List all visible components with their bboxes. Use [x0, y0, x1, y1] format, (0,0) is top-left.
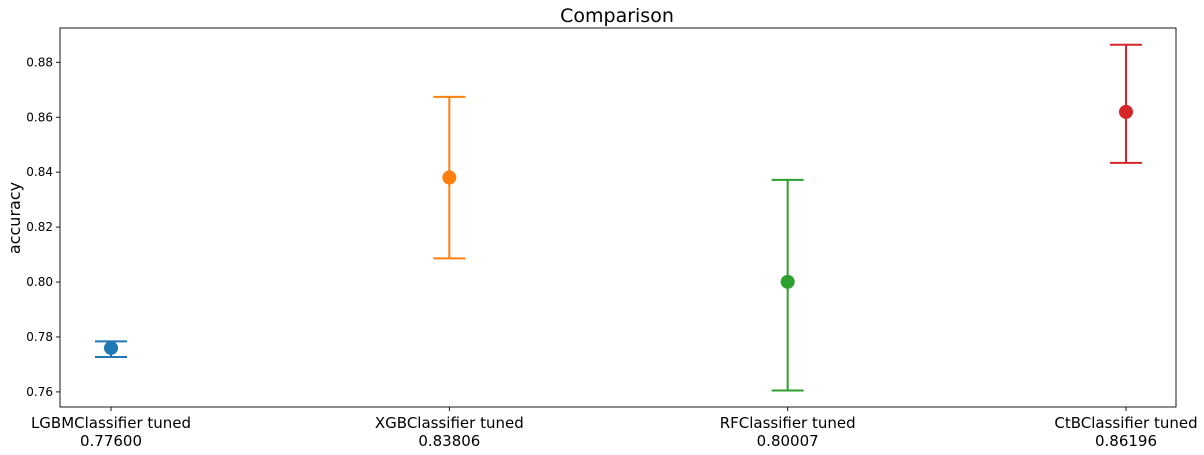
y-tick-label: 0.86	[26, 110, 53, 124]
data-point	[780, 274, 795, 289]
x-value-label: 0.86196	[1095, 432, 1157, 450]
y-tick-label: 0.84	[26, 165, 53, 179]
data-point	[442, 170, 457, 185]
y-tick-label: 0.76	[26, 385, 53, 399]
data-point	[1119, 104, 1133, 119]
x-value-label: 0.83806	[418, 432, 480, 450]
chart-title: Comparison	[560, 5, 674, 27]
y-tick-label: 0.82	[26, 220, 53, 234]
x-category-label: CtBClassifier tuned	[1054, 414, 1197, 432]
x-value-label: 0.80007	[757, 432, 819, 450]
y-tick-label: 0.88	[26, 55, 53, 69]
x-category-label: RFClassifier tuned	[720, 414, 856, 432]
y-tick-label: 0.78	[26, 330, 53, 344]
data-series	[95, 43, 1142, 392]
x-value-label: 0.77600	[80, 432, 142, 450]
y-axis-label: accuracy	[5, 182, 24, 254]
x-category-label: LGBMClassifier tuned	[31, 414, 191, 432]
y-tick-label: 0.80	[26, 275, 53, 289]
plot-area-frame	[59, 27, 1177, 408]
y-axis-ticks: 0.76 0.78 0.80 0.82 0.84 0.86 0.88	[26, 55, 60, 399]
data-point	[104, 340, 118, 355]
x-category-label: XGBClassifier tuned	[375, 414, 524, 432]
